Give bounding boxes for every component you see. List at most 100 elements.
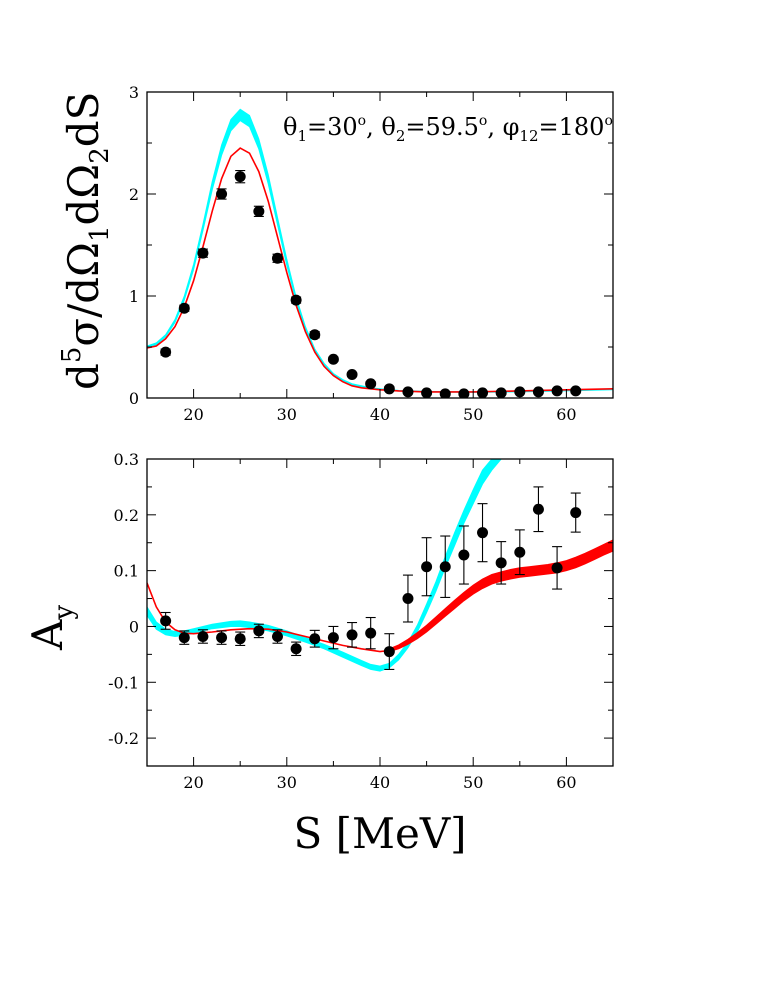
bottom-data-point bbox=[532, 486, 544, 533]
top-data-point bbox=[327, 353, 339, 365]
top-y-axis-label: d5σ/dΩ1dΩ2dS bbox=[57, 92, 115, 390]
bottom-series-clip bbox=[147, 459, 613, 672]
top-marker bbox=[216, 188, 228, 200]
analyzing-power-panel: 20 30 40 50 60 -0.2 -0.1 0 0.1 0.2 0.3 Ay bbox=[23, 450, 614, 792]
bottom-data-point bbox=[309, 629, 321, 648]
bottom-marker bbox=[365, 627, 377, 639]
top-y-tick-label: 0 bbox=[129, 389, 139, 408]
top-marker bbox=[532, 386, 544, 398]
top-marker bbox=[495, 387, 507, 398]
bottom-axis-ticks: 20 30 40 50 60 -0.2 -0.1 0 0.1 0.2 0.3 bbox=[108, 450, 614, 792]
top-marker bbox=[421, 387, 433, 398]
bottom-marker bbox=[458, 549, 470, 561]
top-marker bbox=[253, 205, 265, 217]
top-plot-frame bbox=[146, 91, 614, 399]
top-data-point bbox=[439, 388, 451, 398]
top-data-point bbox=[234, 169, 246, 184]
top-data-point bbox=[216, 188, 228, 200]
top-data-point bbox=[271, 252, 283, 264]
bottom-y-tick-label: -0.2 bbox=[108, 729, 139, 748]
bottom-data-point bbox=[178, 630, 190, 645]
bottom-data-point bbox=[327, 625, 339, 650]
bottom-marker bbox=[551, 562, 563, 574]
top-data-point bbox=[532, 386, 544, 398]
bottom-marker bbox=[421, 561, 433, 573]
top-marker bbox=[327, 353, 339, 365]
top-marker bbox=[365, 378, 377, 390]
top-data-point bbox=[383, 383, 395, 395]
top-data-point bbox=[290, 294, 302, 306]
top-data-point bbox=[514, 386, 526, 398]
top-data-point bbox=[309, 329, 321, 341]
top-marker bbox=[402, 386, 414, 398]
bottom-marker bbox=[570, 507, 582, 519]
top-marker bbox=[458, 388, 470, 398]
bottom-data-point bbox=[365, 616, 377, 650]
bottom-y-tick-label: 0.1 bbox=[114, 562, 139, 581]
top-cyan-band bbox=[147, 108, 613, 393]
bottom-data-point bbox=[290, 641, 302, 657]
bottom-marker bbox=[160, 615, 172, 627]
bottom-data-point bbox=[551, 546, 563, 590]
bottom-marker bbox=[532, 503, 544, 515]
top-x-tick-label: 50 bbox=[463, 405, 483, 424]
bottom-data-point bbox=[439, 535, 451, 598]
top-marker bbox=[309, 329, 321, 341]
bottom-marker bbox=[327, 632, 339, 644]
top-marker bbox=[551, 385, 563, 397]
bottom-data-point bbox=[197, 629, 209, 644]
top-data-point bbox=[551, 385, 563, 397]
bottom-y-tick-label: -0.1 bbox=[108, 673, 139, 692]
bottom-x-tick-label: 60 bbox=[556, 773, 576, 792]
top-red-line bbox=[147, 147, 613, 393]
top-marker bbox=[234, 171, 246, 183]
bottom-plot-frame bbox=[146, 458, 614, 767]
top-data-point bbox=[365, 378, 377, 390]
top-marker bbox=[160, 346, 172, 358]
bottom-marker bbox=[383, 646, 395, 658]
top-y-tick-label: 2 bbox=[129, 185, 139, 204]
bottom-marker bbox=[197, 631, 209, 643]
bottom-data-point bbox=[477, 503, 489, 563]
bottom-marker bbox=[346, 629, 358, 641]
top-data-point bbox=[160, 346, 172, 358]
top-plot-series bbox=[147, 108, 613, 398]
bottom-red-line bbox=[147, 582, 390, 653]
bottom-x-tick-label: 20 bbox=[183, 773, 203, 792]
bottom-x-tick-label: 50 bbox=[463, 773, 483, 792]
bottom-marker bbox=[402, 593, 414, 605]
bottom-y-tick-label: 0 bbox=[129, 617, 139, 636]
bottom-marker bbox=[271, 631, 283, 643]
top-data-point bbox=[178, 302, 190, 314]
top-x-tick-label: 20 bbox=[183, 405, 203, 424]
bottom-data-point bbox=[495, 541, 507, 585]
top-data-point bbox=[495, 387, 507, 398]
top-x-tick-label: 30 bbox=[277, 405, 297, 424]
bottom-data-point bbox=[160, 611, 172, 630]
bottom-data-point bbox=[234, 631, 246, 646]
bottom-marker bbox=[309, 633, 321, 645]
top-data-point bbox=[346, 369, 358, 381]
top-data-point bbox=[197, 247, 209, 259]
bottom-marker bbox=[253, 625, 265, 637]
bottom-data-point bbox=[253, 623, 265, 639]
top-y-tick-label: 3 bbox=[129, 83, 139, 102]
bottom-x-tick-label: 30 bbox=[277, 773, 297, 792]
bottom-data-point bbox=[421, 537, 433, 597]
bottom-data-point bbox=[458, 525, 470, 585]
top-marker bbox=[290, 294, 302, 306]
bottom-data-point bbox=[383, 633, 395, 670]
top-marker bbox=[383, 383, 395, 395]
top-marker bbox=[477, 387, 489, 398]
top-data-point bbox=[253, 205, 265, 217]
top-data-point bbox=[458, 388, 470, 398]
bottom-data-point bbox=[216, 630, 228, 645]
top-data-point bbox=[477, 387, 489, 398]
x-axis-label: S [MeV] bbox=[293, 809, 466, 858]
top-marker bbox=[514, 386, 526, 398]
top-x-tick-label: 40 bbox=[370, 405, 390, 424]
bottom-marker bbox=[514, 546, 526, 558]
bottom-y-tick-label: 0.2 bbox=[114, 506, 139, 525]
bottom-data-point bbox=[402, 574, 414, 623]
